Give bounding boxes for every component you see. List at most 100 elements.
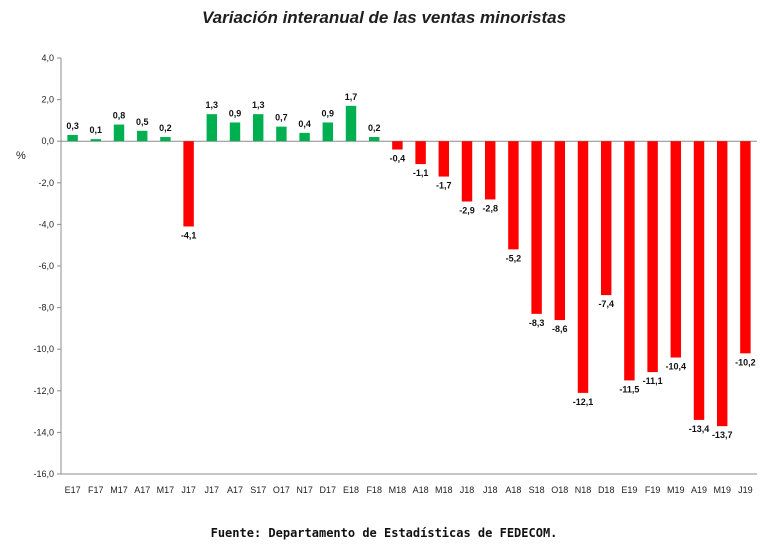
bar — [276, 126, 287, 142]
data-label: -1,7 — [436, 181, 452, 191]
bar — [461, 141, 473, 202]
x-tick-label: A18 — [505, 485, 521, 495]
data-label: -11,5 — [619, 384, 639, 394]
x-tick-label: F17 — [88, 485, 104, 495]
x-tick-label: M17 — [110, 485, 128, 495]
chart-title: Variación interanual de las ventas minor… — [201, 8, 567, 27]
data-label: 0,3 — [66, 121, 79, 131]
data-label: 0,4 — [298, 119, 311, 129]
data-label: -4,1 — [181, 230, 197, 240]
data-label: 1,7 — [345, 92, 358, 102]
y-axis-ticks: 4,0 2,0 0,0 -2,0 -4,0 -6,0 -8,0 -10,0 -12,0 -14,0… — [33, 53, 61, 479]
y-tick-label: -2,0 — [38, 178, 54, 188]
x-tick-label: E17 — [65, 485, 81, 495]
data-label: -13,4 — [689, 424, 710, 434]
bar — [67, 134, 78, 142]
data-label: 1,3 — [252, 100, 265, 110]
bar — [647, 141, 658, 373]
data-label: -2,8 — [482, 203, 498, 213]
bar — [716, 141, 728, 427]
chart-data-labels: 0,3 0,1 0,8 0,5 0,2 -4,1 1,3 0,9 1,3 0,7 0,4 0,9 1,7… — [66, 92, 755, 440]
x-tick-label: J18 — [483, 485, 498, 495]
data-label: 0,9 — [229, 108, 242, 118]
bar — [368, 137, 380, 142]
bar — [90, 139, 102, 142]
bar — [670, 141, 682, 358]
data-label: -2,9 — [459, 206, 475, 216]
x-tick-label: N18 — [575, 485, 592, 495]
bar — [392, 141, 403, 150]
data-label: -10,2 — [735, 357, 756, 367]
bar — [322, 122, 334, 142]
y-tick-label: -10,0 — [33, 344, 54, 354]
y-tick-label: -8,0 — [38, 303, 54, 313]
x-tick-label: J19 — [738, 485, 753, 495]
data-label: 0,8 — [113, 111, 126, 121]
data-label: -12,1 — [573, 397, 594, 407]
bar — [484, 141, 496, 200]
x-tick-label: A18 — [413, 485, 429, 495]
data-label: -7,4 — [598, 299, 614, 309]
x-tick-label: A17 — [134, 485, 150, 495]
bar — [600, 141, 612, 296]
y-tick-label: -4,0 — [38, 219, 54, 229]
bar — [299, 132, 310, 142]
data-label: -11,1 — [643, 376, 663, 386]
y-tick-label: 0,0 — [41, 136, 54, 146]
x-tick-label: M18 — [435, 485, 453, 495]
x-tick-label: F18 — [366, 485, 382, 495]
bar — [508, 141, 519, 250]
x-tick-label: E19 — [621, 485, 637, 495]
x-tick-label: S17 — [250, 485, 266, 495]
bar — [113, 124, 125, 142]
bar — [160, 137, 171, 142]
x-tick-label: O18 — [551, 485, 568, 495]
x-tick-label: F19 — [645, 485, 661, 495]
bar — [438, 141, 450, 177]
bar — [136, 130, 148, 142]
data-label: -10,4 — [666, 362, 687, 372]
bar — [183, 141, 194, 227]
y-tick-label: 2,0 — [41, 95, 54, 105]
data-label: -13,7 — [712, 430, 733, 440]
bar — [740, 141, 751, 354]
bar — [252, 114, 264, 142]
x-tick-label: M17 — [157, 485, 175, 495]
bar — [229, 122, 241, 142]
x-tick-label: M19 — [667, 485, 685, 495]
bar — [624, 141, 635, 381]
data-label: -1,1 — [413, 168, 429, 178]
bar — [345, 105, 357, 142]
bar — [577, 141, 589, 393]
data-label: 1,3 — [206, 100, 219, 110]
chart-bars — [67, 105, 751, 427]
x-tick-label: O17 — [273, 485, 290, 495]
data-label: -8,6 — [552, 324, 568, 334]
data-label: -8,3 — [529, 318, 545, 328]
x-tick-label: M19 — [713, 485, 731, 495]
bar — [206, 114, 218, 142]
bar — [554, 141, 566, 321]
bar — [693, 141, 705, 420]
data-label: 0,2 — [159, 123, 172, 133]
x-tick-label: M18 — [389, 485, 407, 495]
data-label: -5,2 — [506, 253, 522, 263]
x-tick-label: E18 — [343, 485, 359, 495]
x-axis-ticks: E17 F17 M17 A17 M17 J17 J17 A17 S17 O17 N17 D17 E18 F… — [65, 485, 753, 495]
data-label: 0,9 — [322, 108, 335, 118]
data-label: 0,2 — [368, 123, 381, 133]
x-tick-label: D18 — [598, 485, 615, 495]
data-label: 0,1 — [90, 125, 103, 135]
data-label: -0,4 — [390, 154, 406, 164]
y-tick-label: -12,0 — [33, 386, 54, 396]
x-tick-label: D17 — [320, 485, 337, 495]
x-tick-label: J17 — [205, 485, 220, 495]
x-tick-label: S18 — [529, 485, 545, 495]
y-axis-label: % — [16, 150, 26, 162]
x-tick-label: A19 — [691, 485, 707, 495]
y-tick-label: -6,0 — [38, 261, 54, 271]
source-note: Fuente: Departamento de Estadísticas de … — [210, 526, 558, 540]
y-tick-label: -14,0 — [33, 427, 54, 437]
data-label: 0,7 — [275, 113, 288, 123]
